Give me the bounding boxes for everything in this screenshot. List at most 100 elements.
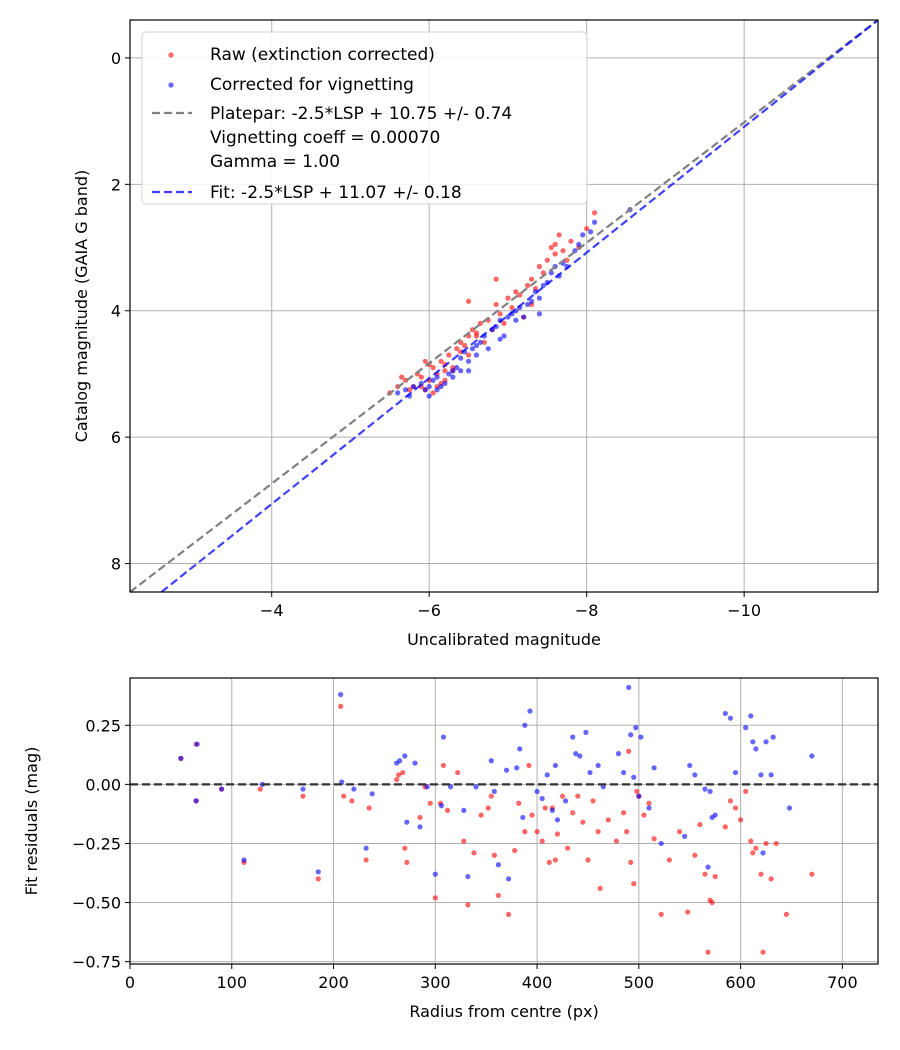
- data-point: [461, 838, 467, 844]
- data-point: [444, 807, 451, 813]
- data-point: [399, 374, 405, 380]
- data-point: [505, 295, 511, 301]
- data-point: [532, 289, 539, 295]
- data-point: [544, 257, 550, 263]
- data-point: [580, 819, 586, 825]
- data-point: [539, 838, 545, 844]
- data-point: [597, 885, 603, 891]
- data-point: [692, 852, 698, 858]
- y-tick-label: −0.75: [72, 953, 121, 972]
- data-point: [570, 734, 576, 740]
- data-point: [446, 371, 452, 377]
- data-point: [505, 911, 512, 917]
- data-point: [469, 346, 476, 352]
- data-point: [626, 684, 632, 691]
- legend-label: Gamma = 1.00: [210, 152, 340, 172]
- y-tick-label: 0.25: [85, 716, 121, 735]
- data-point: [315, 869, 321, 875]
- plot-area: [130, 20, 878, 592]
- data-point: [455, 769, 461, 776]
- data-point: [658, 840, 664, 847]
- data-point: [722, 824, 728, 830]
- data-point: [465, 352, 472, 358]
- data-point: [315, 876, 321, 882]
- data-point: [432, 871, 438, 877]
- legend-box: [141, 31, 588, 205]
- data-point: [257, 786, 263, 792]
- x-tick-label: −10: [727, 601, 761, 620]
- data-point: [495, 892, 502, 899]
- y-tick-label: 0: [111, 49, 121, 68]
- y-tick-label: 6: [111, 428, 121, 447]
- data-point: [760, 850, 766, 856]
- data-point: [577, 753, 583, 759]
- data-point: [402, 845, 408, 851]
- data-point: [546, 859, 552, 865]
- data-point: [503, 767, 510, 773]
- data-point: [473, 784, 479, 790]
- data-point: [349, 798, 355, 804]
- data-point: [576, 241, 582, 247]
- y-axis-title: Fit residuals (mag): [22, 747, 41, 896]
- data-point: [709, 899, 715, 906]
- data-point: [651, 836, 657, 842]
- x-tick-label: 200: [318, 973, 349, 992]
- series-raw: [178, 703, 815, 955]
- data-point: [722, 710, 728, 717]
- data-point: [628, 859, 634, 865]
- data-point: [412, 760, 418, 766]
- data-point: [552, 857, 558, 863]
- y-tick-label: 4: [111, 302, 121, 321]
- data-point: [591, 210, 598, 216]
- data-point: [402, 753, 408, 759]
- x-tick-label: 600: [725, 973, 756, 992]
- x-tick-label: 700: [827, 973, 858, 992]
- bottom-plot: 0 100 200 300 400 500 600 700 0.25 0.00 −0.25 −0.50…: [22, 677, 879, 1021]
- data-point: [620, 810, 627, 816]
- data-point: [406, 387, 413, 393]
- x-tick-label: 100: [216, 973, 247, 992]
- data-point: [615, 751, 622, 757]
- data-point: [513, 308, 519, 314]
- legend-label: Vignetting coeff = 0.00070: [210, 128, 440, 148]
- data-point: [568, 238, 574, 244]
- data-point: [485, 805, 491, 811]
- data-point: [770, 734, 776, 740]
- data-point: [341, 793, 347, 799]
- legend-marker: [168, 82, 174, 88]
- data-point: [458, 368, 464, 374]
- data-point: [351, 786, 357, 792]
- data-point: [396, 772, 402, 778]
- data-point: [753, 746, 759, 752]
- data-point: [430, 390, 436, 396]
- data-point: [705, 864, 711, 870]
- data-point: [702, 871, 708, 877]
- data-point: [522, 829, 528, 835]
- data-point: [461, 807, 467, 813]
- data-point: [758, 772, 764, 778]
- data-point: [491, 788, 497, 795]
- data-point: [465, 873, 471, 880]
- y-axis-title: Catalog magnitude (GAIA G band): [72, 170, 91, 442]
- data-point: [768, 876, 774, 882]
- data-point: [422, 358, 428, 364]
- legend-marker: [168, 52, 174, 58]
- data-point: [417, 824, 423, 830]
- data-point: [743, 725, 749, 731]
- data-point: [438, 358, 444, 364]
- x-tick-label: 400: [522, 973, 553, 992]
- data-point: [446, 352, 452, 358]
- data-point: [512, 847, 518, 854]
- y-tick-label: 2: [111, 175, 121, 194]
- series-corrected: [178, 684, 815, 882]
- legend: Raw (extinction corrected) Corrected for …: [141, 31, 588, 205]
- data-point: [750, 850, 756, 856]
- data-point: [565, 845, 571, 851]
- data-point: [732, 769, 739, 776]
- data-point: [631, 881, 637, 887]
- data-point: [641, 812, 647, 818]
- data-point: [427, 800, 433, 806]
- data-point: [595, 829, 601, 835]
- x-tick-label: −6: [417, 601, 441, 620]
